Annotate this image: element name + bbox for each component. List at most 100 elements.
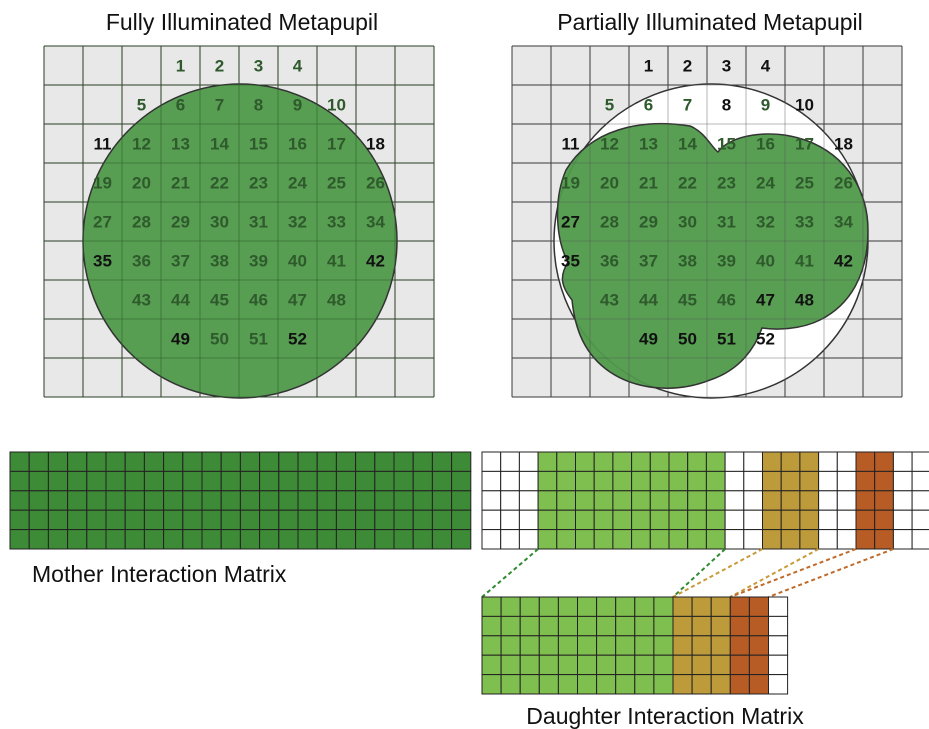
full-subaperture-number: 14: [210, 135, 229, 154]
daughter-matrix-cell: [577, 596, 598, 617]
partial-matrix-cell: [855, 490, 876, 511]
mother-matrix-cell: [143, 509, 165, 531]
partial-subaperture-number: 50: [678, 330, 697, 349]
partial-matrix-cell: [911, 470, 929, 492]
mother-matrix-cell: [201, 529, 222, 550]
partial-subaperture-number: 6: [644, 96, 653, 115]
partial-matrix-cell: [481, 470, 502, 492]
mother-matrix-cell: [355, 490, 376, 511]
partial-subaperture-number: 29: [639, 213, 658, 232]
mother-matrix-cell: [105, 509, 126, 531]
partial-matrix-cell: [518, 509, 539, 531]
mother-matrix-cell: [143, 529, 165, 550]
full-subaperture-number: 41: [327, 252, 346, 271]
mother-matrix-cell: [86, 529, 107, 550]
partial-matrix-cell: [556, 470, 576, 492]
partial-matrix-cell: [575, 470, 595, 492]
partial-matrix-cell: [818, 490, 838, 511]
daughter-matrix-cell: [557, 615, 579, 637]
daughter-matrix-cell: [596, 596, 617, 617]
daughter-matrix-cell: [634, 615, 655, 637]
mother-matrix-cell: [355, 470, 376, 492]
partial-subaperture-number: 9: [761, 96, 770, 115]
partial-subaperture-number: 3: [722, 57, 731, 76]
full-subaperture-number: 7: [215, 96, 224, 115]
full-subaperture-number: 15: [249, 135, 268, 154]
mother-matrix-cell: [28, 509, 49, 531]
daughter-matrix-cell: [596, 654, 617, 676]
mapping-dashed-line: [729, 548, 857, 598]
daughter-matrix-cell: [577, 674, 598, 695]
partial-subaperture-number: 7: [683, 96, 692, 115]
partial-matrix-cell: [500, 470, 520, 492]
partial-matrix-cell: [612, 451, 633, 472]
full-subaperture-number: 31: [249, 213, 268, 232]
partial-matrix-cell: [518, 529, 539, 550]
mother-matrix-cell: [259, 509, 280, 531]
mother-matrix-cell: [451, 509, 472, 531]
mother-matrix-cell: [393, 451, 414, 472]
mother-matrix-cell: [163, 529, 184, 550]
partial-matrix-cell: [743, 490, 763, 511]
mother-matrix-cell: [163, 509, 184, 531]
partial-metapupil-title: Partially Illuminated Metapupil: [557, 9, 863, 35]
full-subaperture-number: 6: [176, 96, 185, 115]
daughter-matrix-cell: [748, 674, 770, 695]
partial-subaperture-number: 51: [717, 330, 736, 349]
partial-matrix-cell: [911, 509, 929, 531]
mother-matrix-cell: [86, 509, 107, 531]
mother-matrix-cell: [297, 490, 318, 511]
mother-matrix-cell: [278, 451, 299, 472]
partial-subaperture-number: 4: [761, 57, 771, 76]
partial-subaperture-number: 14: [678, 135, 697, 154]
mother-matrix-cell: [259, 529, 280, 550]
full-subaperture-number: 48: [327, 291, 346, 310]
mapping-dashed-line: [672, 548, 726, 598]
partial-matrix-cell: [705, 490, 726, 511]
full-subaperture-number: 46: [249, 291, 268, 310]
partial-subaperture-number: 1: [644, 57, 653, 76]
daughter-matrix-cell: [519, 654, 540, 676]
full-subaperture-number: 35: [93, 252, 112, 271]
partial-matrix-cell: [537, 451, 558, 472]
daughter-matrix-cell: [615, 674, 636, 695]
partial-subaperture-number: 47: [756, 291, 775, 310]
full-subaperture-number: 10: [327, 96, 346, 115]
full-subaperture-number: 3: [254, 57, 263, 76]
mother-matrix-cell: [124, 529, 145, 550]
partial-matrix-cell: [762, 451, 782, 472]
partial-matrix-cell: [743, 509, 763, 531]
full-subaperture-number: 12: [132, 135, 151, 154]
full-subaperture-number: 17: [327, 135, 346, 154]
daughter-matrix-cell: [710, 596, 731, 617]
partial-subaperture-number: 19: [561, 174, 580, 193]
full-subaperture-number: 18: [366, 135, 385, 154]
partial-subaperture-number: 12: [600, 135, 619, 154]
mother-matrix-cell: [67, 490, 88, 511]
partial-matrix-cell: [612, 490, 633, 511]
partial-matrix-cell: [892, 470, 913, 492]
partial-matrix-cell: [593, 509, 614, 531]
mother-matrix-cell: [297, 509, 318, 531]
partial-subaperture-number: 45: [678, 291, 697, 310]
mother-matrix-cell: [278, 529, 299, 550]
mother-matrix-cell: [220, 470, 241, 492]
partial-subaperture-number: 15: [717, 135, 736, 154]
mother-matrix-cell: [451, 529, 472, 550]
daughter-matrix-cell: [500, 635, 521, 656]
daughter-matrix-cell: [634, 674, 655, 695]
mother-matrix-cell: [316, 509, 337, 531]
partial-matrix-cell: [705, 470, 726, 492]
daughter-matrix-cell: [710, 654, 731, 676]
mother-matrix-cell: [316, 451, 337, 472]
partial-subaperture-number: 18: [834, 135, 853, 154]
partial-matrix-cell: [687, 509, 707, 531]
mapping-lines: [481, 548, 894, 598]
mother-matrix-cell: [259, 470, 280, 492]
mother-matrix-cell: [355, 451, 376, 472]
daughter-matrix-cell: [691, 615, 712, 637]
mother-matrix-cell: [374, 451, 395, 472]
daughter-matrix-cell: [653, 596, 674, 617]
daughter-matrix-cell: [615, 654, 636, 676]
